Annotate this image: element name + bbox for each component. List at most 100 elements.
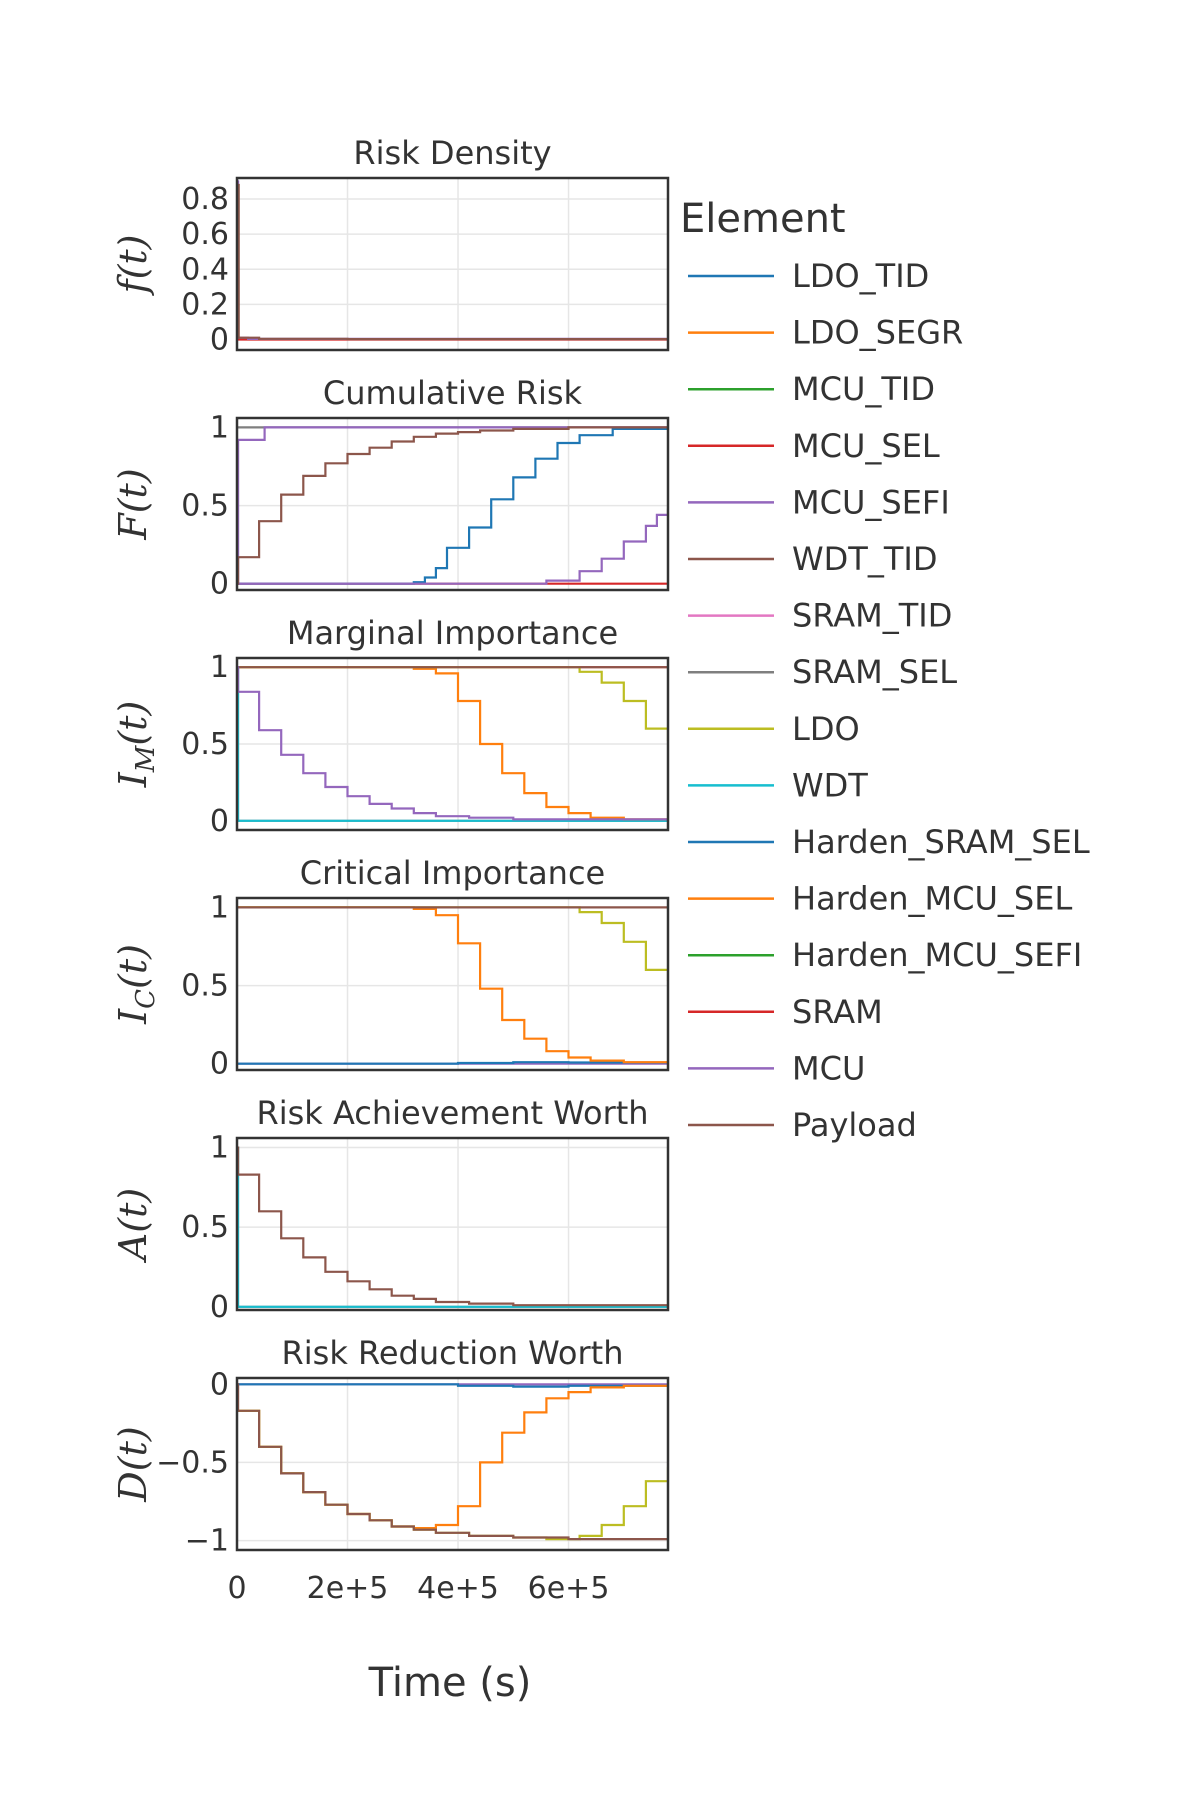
- series-line: [237, 906, 668, 1064]
- legend-label: LDO: [792, 710, 860, 748]
- panel-title: Marginal Importance: [287, 614, 618, 652]
- y-tick-label: 1: [210, 1131, 229, 1166]
- x-axis-label: Time (s): [368, 1660, 532, 1706]
- series-line: [237, 1409, 668, 1541]
- y-axis-label: IC(t): [111, 944, 161, 1025]
- y-tick-label: 0.5: [181, 727, 229, 762]
- legend-label: MCU_SEFI: [792, 483, 950, 521]
- y-tick-label: 0: [210, 1290, 229, 1325]
- y-tick-label: 0: [210, 567, 229, 602]
- y-tick-label: 1: [210, 410, 229, 445]
- y-tick-label: 0.5: [181, 1210, 229, 1245]
- panels-layer: Risk Density 0 0.20.40.60.8 f(t) Cumulative …: [111, 134, 670, 1606]
- plot-frame: [235, 1136, 670, 1312]
- legend-item: WDT: [688, 766, 868, 804]
- series-line: [237, 666, 668, 821]
- series-line: [237, 183, 668, 341]
- y-tick-label: 0.5: [181, 489, 229, 524]
- legend-item: SRAM: [688, 993, 883, 1031]
- plot-frame: [235, 176, 670, 352]
- plot-frame: [235, 1376, 670, 1552]
- y-tick-label: 0.8: [181, 182, 229, 217]
- y-tick-label: 0: [210, 804, 229, 839]
- series-group: [237, 906, 668, 1065]
- legend-item: MCU_SEL: [688, 427, 940, 465]
- legend-label: MCU_TID: [792, 370, 935, 408]
- legend-item: LDO_SEGR: [688, 314, 963, 352]
- y-tick-label: 0.2: [181, 287, 229, 322]
- series-line: [237, 1383, 668, 1388]
- panel-title: Risk Achievement Worth: [256, 1094, 648, 1132]
- y-tick-label: 0.5: [181, 969, 229, 1004]
- legend-label: MCU: [792, 1049, 865, 1087]
- legend-item: SRAM_TID: [688, 597, 952, 635]
- y-tick-label: 1: [210, 890, 229, 925]
- legend-item: MCU_SEFI: [688, 483, 950, 521]
- y-tick-label: 0: [210, 1047, 229, 1082]
- legend-item: WDT_TID: [688, 540, 937, 578]
- legend-item: MCU_TID: [688, 370, 935, 408]
- y-axis-label: D(t): [111, 1426, 155, 1502]
- panel-risk-reduction-worth: Risk Reduction Worth −1 −0.5 0 D(t) 0 2e+5 4e+5…: [111, 1334, 670, 1606]
- series-group: [237, 180, 668, 341]
- series-line: [237, 427, 668, 585]
- panel-marginal-importance: Marginal Importance 0 0.5 1 IM(t): [111, 614, 670, 839]
- legend-label: SRAM_SEL: [792, 653, 957, 691]
- legend-label: MCU_SEL: [792, 427, 940, 465]
- legend-item: MCU: [688, 1049, 865, 1087]
- x-tick-label: 0: [227, 1571, 246, 1606]
- plot-frame: [235, 416, 670, 592]
- y-axis-label: f(t): [111, 235, 155, 297]
- series-group: [237, 426, 668, 585]
- panel-title: Critical Importance: [300, 854, 605, 892]
- panel-title: Cumulative Risk: [323, 374, 583, 412]
- legend-item: SRAM_SEL: [688, 653, 957, 691]
- legend-label: WDT: [792, 766, 868, 804]
- series-group: [237, 1383, 668, 1541]
- y-tick-label: −0.5: [156, 1445, 229, 1480]
- panel-title: Risk Reduction Worth: [282, 1334, 624, 1372]
- series-line: [237, 1146, 668, 1307]
- legend-label: SRAM: [792, 993, 883, 1031]
- legend-title: Element: [680, 196, 846, 242]
- x-tick-label: 2e+5: [307, 1571, 389, 1606]
- legend-label: LDO_SEGR: [792, 314, 963, 352]
- legend-label: LDO_TID: [792, 257, 929, 295]
- y-tick-label: 1: [210, 650, 229, 685]
- y-tick-label: 0.6: [181, 217, 229, 252]
- x-tick-label: 4e+5: [417, 1571, 499, 1606]
- panel-critical-importance: Critical Importance 0 0.5 1 IC(t): [111, 854, 670, 1082]
- y-axis-label: IM(t): [111, 701, 161, 789]
- plot-frame: [235, 896, 670, 1072]
- panel-risk-achievement-worth: Risk Achievement Worth 0 0.5 1 A(t): [111, 1094, 670, 1325]
- y-tick-label: 0: [210, 1367, 229, 1402]
- legend-label: Harden_MCU_SEFI: [792, 936, 1082, 974]
- panel-title: Risk Density: [353, 134, 551, 172]
- y-axis-label: F(t): [111, 468, 155, 540]
- series-line: [237, 508, 668, 585]
- legend-label: Harden_MCU_SEL: [792, 880, 1072, 918]
- legend: Element LDO_TID LDO_SEGR MCU_TID MCU_SEL MCU…: [680, 196, 1090, 1144]
- legend-item: Harden_SRAM_SEL: [688, 823, 1090, 861]
- y-tick-label: −1: [185, 1524, 229, 1559]
- series-line: [237, 666, 668, 741]
- panel-cumulative-risk: Cumulative Risk 0 0.5 1 F(t): [111, 374, 670, 602]
- y-tick-label: 0.4: [181, 252, 229, 287]
- legend-item: Harden_MCU_SEFI: [688, 936, 1082, 974]
- legend-label: WDT_TID: [792, 540, 937, 578]
- plot-frame: [235, 656, 670, 832]
- x-tick-label: 6e+5: [528, 1571, 610, 1606]
- series-line: [237, 180, 668, 340]
- series-line: [237, 1061, 668, 1065]
- legend-item: Payload: [688, 1106, 917, 1144]
- y-axis-label: A(t): [111, 1188, 155, 1263]
- legend-label: SRAM_TID: [792, 597, 952, 635]
- panel-risk-density: Risk Density 00.20.40.60.8 f(t): [111, 134, 670, 357]
- legend-item: LDO_TID: [688, 257, 929, 295]
- legend-item: LDO: [688, 710, 860, 748]
- series-line: [237, 906, 668, 981]
- series-line: [237, 666, 668, 821]
- series-line: [237, 1384, 668, 1530]
- legend-label: Payload: [792, 1106, 917, 1144]
